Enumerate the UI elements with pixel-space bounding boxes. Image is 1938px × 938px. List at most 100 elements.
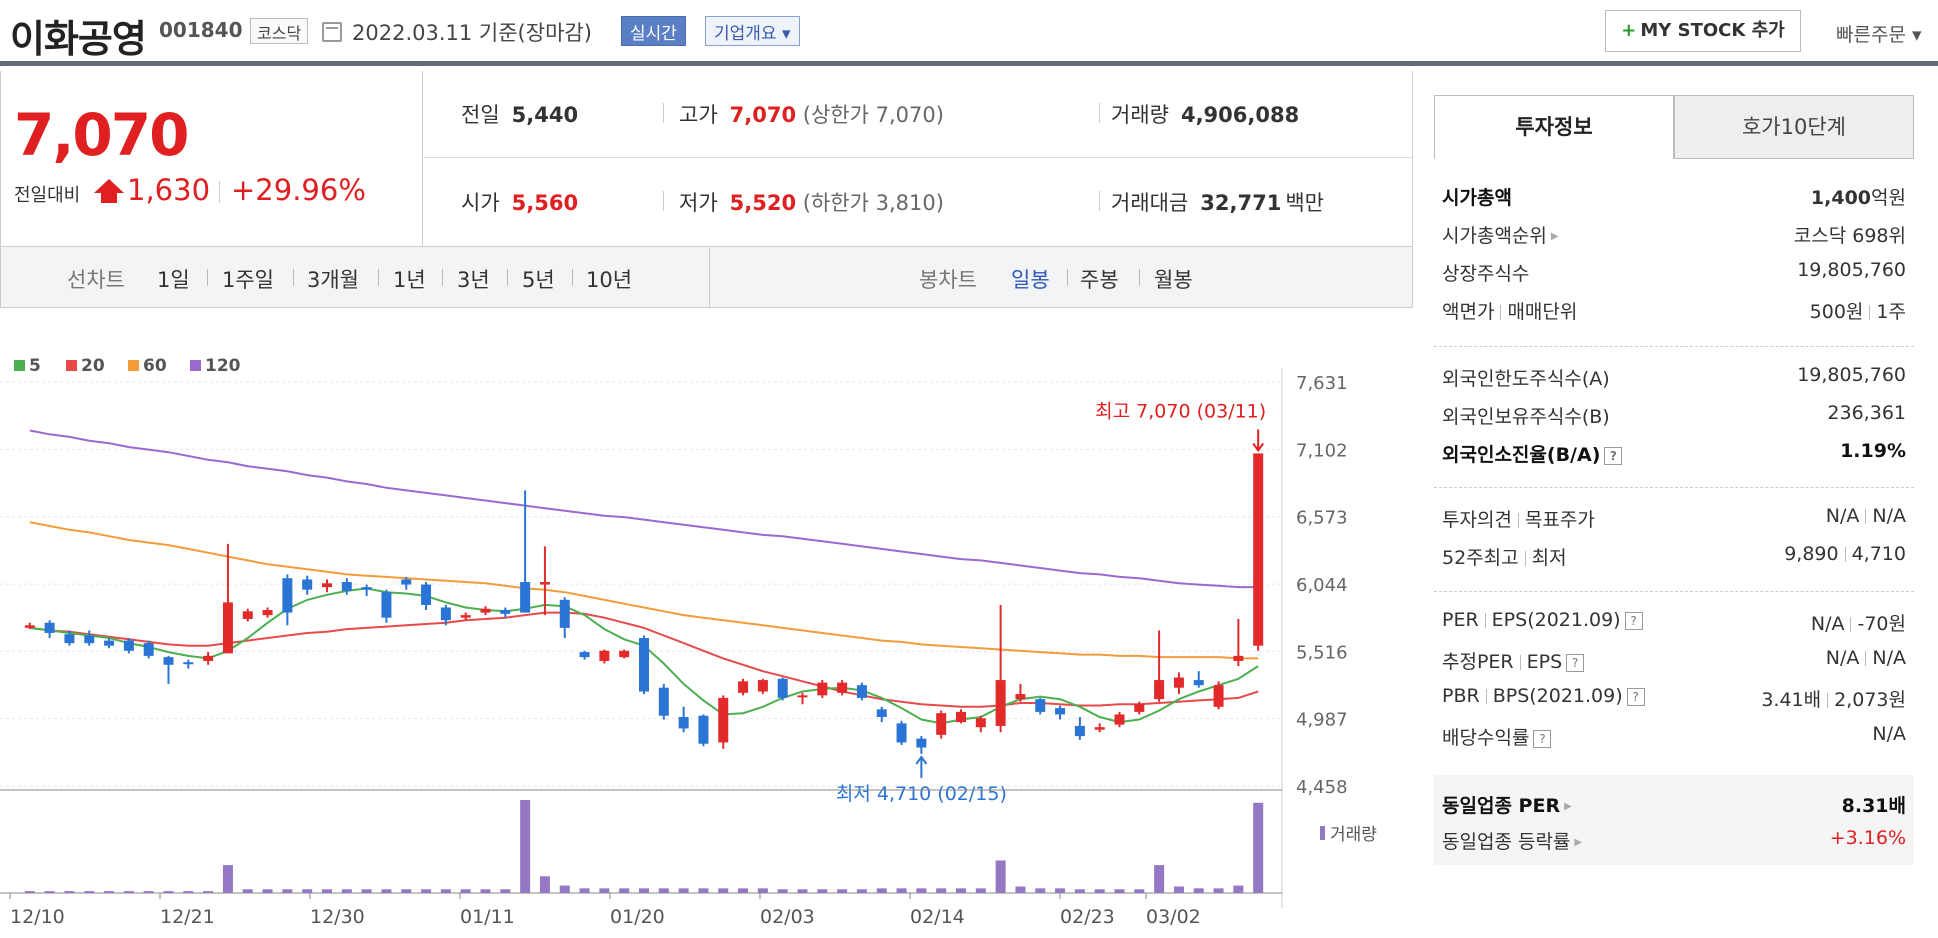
plus-icon: + [1621, 20, 1637, 41]
pbr-value-text: 3.41배 [1761, 689, 1822, 711]
rank-label[interactable]: 시가총액순위 ▶ [1442, 221, 1559, 248]
volume-bar [84, 891, 95, 894]
candle-body [1233, 655, 1244, 661]
per-label: PER EPS(2021.09)? [1442, 609, 1643, 631]
candle-body [1154, 680, 1165, 700]
period-tab[interactable]: 1년 [393, 268, 426, 292]
volume-bar [1134, 889, 1145, 893]
info-row-dividend: 배당수익률? N/A [1434, 723, 1914, 759]
info-row-foreign-ratio: 외국인소진율(B/A)? 1.19% [1434, 440, 1914, 476]
divider [1434, 591, 1914, 592]
info-row-rank: 시가총액순위 ▶ 코스닥 698위 [1434, 221, 1914, 257]
moving-average-ma120 [29, 429, 1259, 589]
peer-per-label-text: 동일업종 PER [1442, 795, 1561, 817]
period-tab[interactable]: 5년 [522, 268, 555, 292]
shares-value: 19,805,760 [1797, 259, 1906, 281]
stock-name: 이화공영 [10, 17, 147, 61]
price-chart[interactable]: 5 20 60 120 7,631 7,102 6,573 6,044 5,516 4,987 4,… [0, 308, 1413, 938]
period-tab[interactable]: 3개월 [307, 268, 360, 292]
candle-body [104, 640, 115, 646]
volume-bar [282, 889, 293, 893]
candle-body [381, 592, 392, 618]
volume-bar [777, 889, 788, 893]
w52-low-value: 4,710 [1851, 543, 1906, 565]
candle-body [658, 687, 669, 716]
realtime-button[interactable]: 실시간 [621, 16, 686, 46]
volume-bar [123, 891, 134, 894]
candle-body [460, 615, 471, 618]
candle-body [1035, 699, 1046, 712]
candle-body [1253, 453, 1264, 646]
legend-label: 5 [29, 356, 41, 376]
foreign-ratio-label: 외국인소진율(B/A)? [1442, 440, 1623, 467]
tab-orderbook[interactable]: 호가10단계 [1674, 95, 1914, 159]
volume-bar [203, 891, 214, 894]
tab-investment-info[interactable]: 투자정보 [1434, 95, 1674, 159]
help-icon[interactable]: ? [1624, 611, 1643, 630]
volume-bar [1173, 886, 1184, 893]
separator [1869, 305, 1871, 320]
volume-bar [302, 889, 313, 893]
volume-bar [381, 889, 392, 893]
div-value: N/A [1872, 723, 1906, 745]
opinion-label-text: 투자의견 [1442, 509, 1512, 531]
period-tab[interactable]: 1주일 [222, 268, 275, 292]
x-tick-label: 01/20 [610, 906, 665, 928]
volume-bar [242, 889, 253, 893]
help-icon[interactable]: ? [1533, 729, 1552, 748]
separator [1524, 551, 1526, 566]
volume-bar [500, 889, 511, 893]
volume-bar [876, 888, 887, 893]
volume-bar [619, 888, 630, 893]
per-value: N/A -70원 [1811, 609, 1906, 636]
candle-body [797, 695, 808, 698]
candle-body [341, 582, 352, 591]
period-tab[interactable]: 10년 [586, 268, 633, 292]
help-icon[interactable]: ? [1566, 653, 1585, 672]
calendar-icon [322, 22, 342, 42]
volume-bar [856, 889, 867, 893]
period-tab[interactable]: 3년 [457, 268, 490, 292]
pbr-label-text: PBR [1442, 685, 1480, 707]
face-label-text: 액면가 [1442, 301, 1495, 323]
w52-high-value: 9,890 [1784, 543, 1839, 565]
candle-body [143, 643, 154, 656]
separator [663, 191, 664, 211]
quick-order-dropdown[interactable]: 빠른주문 ▾ [1836, 24, 1922, 46]
daily-candle-tab[interactable]: 일봉 [1011, 268, 1050, 292]
pbr-label: PBR BPS(2021.09)? [1442, 685, 1645, 707]
add-my-stock-button[interactable]: + MY STOCK 추가 [1605, 10, 1801, 52]
volume-bar [817, 889, 828, 893]
volume-bar [956, 888, 966, 893]
help-icon[interactable]: ? [1604, 446, 1623, 465]
peer-per-label[interactable]: 동일업종 PER ▶ [1442, 791, 1572, 818]
volume-label: 거래량 [1330, 825, 1377, 845]
separator [1067, 269, 1068, 286]
info-row-pbr: PBR BPS(2021.09)? 3.41배 2,073원 [1434, 685, 1914, 721]
diff-label: 전일대비 [14, 185, 81, 206]
trade-amount: 거래대금 32,771 백만 [1111, 187, 1324, 217]
period-tab[interactable]: 1일 [157, 268, 190, 292]
face-label: 액면가 매매단위 [1442, 297, 1577, 324]
market-cap-number: 1,400 [1810, 187, 1872, 209]
info-row-52week: 52주최고 최저 9,890 4,710 [1434, 543, 1914, 579]
help-icon[interactable]: ? [1626, 687, 1645, 706]
weekly-candle-tab[interactable]: 주봉 [1080, 268, 1119, 292]
monthly-candle-tab[interactable]: 월봉 [1154, 268, 1193, 292]
peer-rate-label[interactable]: 동일업종 등락률 ▶ [1442, 827, 1582, 854]
peer-per-value: 8.31배 [1841, 795, 1906, 817]
info-row-shares: 상장주식수 19,805,760 [1434, 259, 1914, 295]
face-value: 500원 1주 [1810, 297, 1906, 324]
volume-bar [44, 891, 55, 894]
candle-body [480, 608, 491, 613]
candle-body [401, 579, 412, 585]
x-tick-label: 03/02 [1146, 906, 1201, 928]
eps-value: -70원 [1857, 613, 1906, 635]
company-overview-dropdown[interactable]: 기업개요 ▾ [705, 16, 800, 46]
volume-bar [539, 876, 550, 893]
info-row-per: PER EPS(2021.09)? N/A -70원 [1434, 609, 1914, 645]
candle-body [1094, 727, 1105, 730]
candle-body [1213, 685, 1224, 707]
volume-bar [936, 888, 947, 893]
x-tick-label: 02/23 [1060, 906, 1115, 928]
